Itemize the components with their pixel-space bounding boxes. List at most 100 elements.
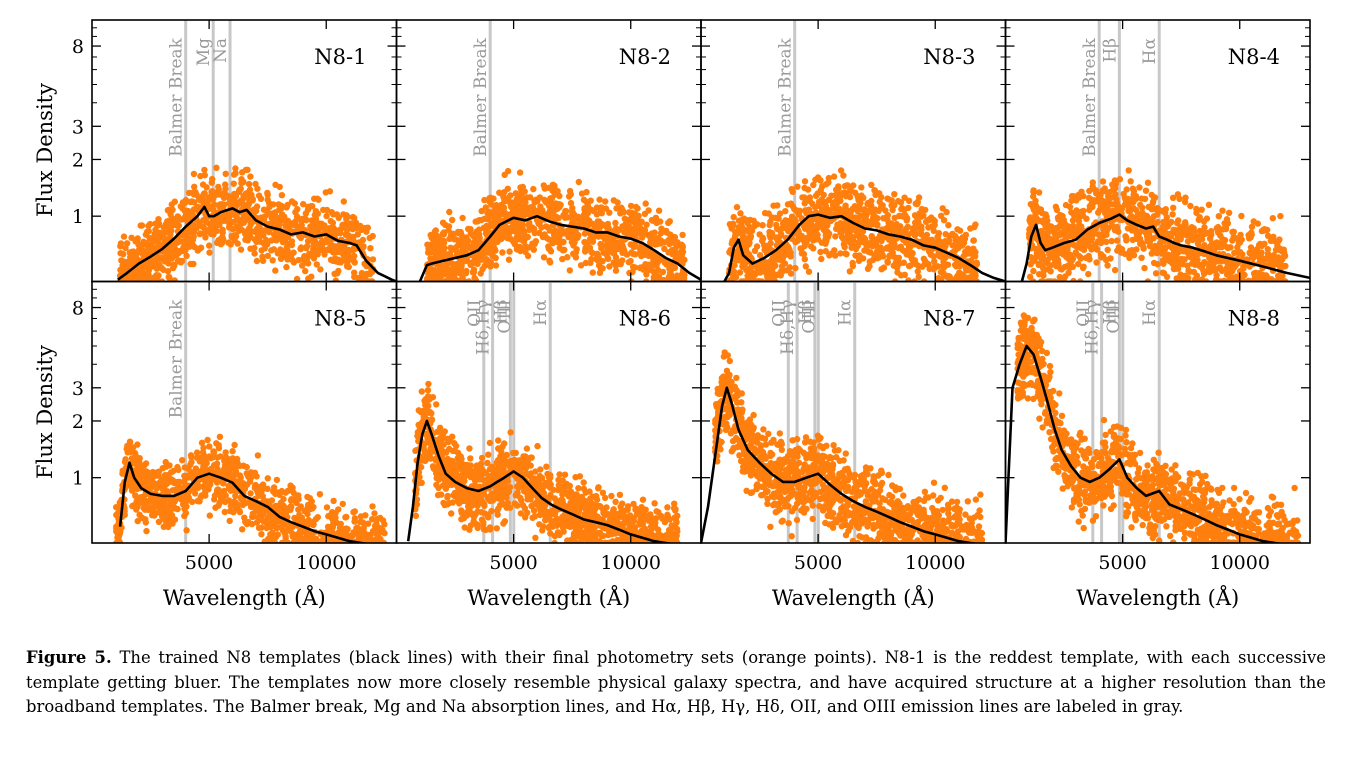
photometry-point — [1198, 236, 1206, 243]
photometry-point — [840, 172, 847, 179]
photometry-point — [294, 206, 301, 213]
photometry-point — [1053, 262, 1060, 270]
photometry-point — [960, 253, 967, 260]
photometry-point — [134, 441, 141, 448]
photometry-point — [931, 258, 938, 265]
photometry-point — [645, 207, 652, 214]
photometry-point — [968, 250, 975, 257]
photometry-point — [1055, 248, 1062, 255]
photometry-point — [575, 178, 582, 186]
photometry-point — [822, 206, 829, 214]
photometry-point — [1053, 206, 1061, 214]
photometry-point — [1052, 230, 1059, 237]
photometry-point — [1238, 212, 1245, 220]
spectral-line-label: Mg — [194, 38, 214, 66]
photometry-point — [839, 189, 846, 197]
photometry-point — [310, 239, 317, 246]
panel-n8-4: Balmer Break Hβ Hα N8-4 — [1004, 19, 1311, 283]
photometry-point — [488, 201, 495, 208]
photometry-point — [247, 245, 254, 252]
photometry-point — [677, 248, 685, 255]
photometry-point — [811, 203, 819, 211]
photometry-point — [1136, 184, 1143, 191]
photometry-point — [209, 203, 216, 210]
photometry-point — [559, 255, 566, 263]
photometry-point — [279, 236, 286, 243]
photometry-point — [1030, 187, 1037, 194]
photometry-point — [780, 219, 787, 226]
photometry-point — [189, 236, 196, 244]
photometry-point — [1195, 216, 1203, 223]
photometry-point — [1219, 207, 1226, 214]
photometry-point — [295, 256, 302, 264]
photometry-point — [584, 209, 592, 216]
photometry-point — [504, 167, 512, 175]
photometry-point — [1176, 195, 1183, 203]
photometry-point — [855, 257, 863, 265]
photometry-point — [1039, 210, 1046, 217]
photometry-point — [759, 263, 766, 270]
photometry-point — [776, 210, 784, 217]
photometry-point — [595, 254, 602, 261]
photometry-point — [1102, 209, 1109, 217]
photometry-point — [1027, 273, 1034, 280]
photometry-point — [155, 220, 163, 227]
photometry-point — [1080, 263, 1087, 270]
photometry-point — [1111, 227, 1119, 234]
photometry-point — [841, 243, 848, 251]
photometry-point — [643, 221, 650, 228]
photometry-point — [191, 243, 198, 251]
photometry-point — [928, 236, 936, 243]
photometry-point — [737, 210, 744, 217]
photometry-point — [138, 222, 146, 229]
photometry-point — [153, 235, 160, 242]
panel-n8-2: Balmer Break N8-2 — [395, 19, 702, 283]
photometry-point — [522, 207, 529, 214]
photometry-point — [635, 212, 642, 219]
spectral-line-label: Hα — [1140, 37, 1160, 64]
photometry-point — [1245, 232, 1252, 239]
photometry-point — [145, 267, 152, 274]
photometry-point — [942, 231, 949, 238]
photometry-point — [257, 195, 265, 202]
photometry-point — [270, 246, 278, 253]
photometry-point — [1258, 254, 1265, 261]
photometry-point — [530, 246, 537, 253]
photometry-point — [209, 188, 216, 195]
photometry-point — [499, 249, 506, 256]
photometry-point — [329, 219, 337, 227]
photometry-point — [629, 263, 637, 271]
photometry-point — [648, 216, 656, 224]
photometry-point — [571, 239, 578, 246]
photometry-point — [657, 218, 664, 225]
photometry-point — [604, 254, 611, 261]
template-line — [723, 213, 1006, 282]
photometry-point — [666, 266, 673, 273]
photometry-point — [286, 251, 293, 258]
photometry-point — [742, 246, 750, 253]
photometry-point — [164, 268, 172, 275]
photometry-point — [1056, 223, 1063, 230]
photometry-point — [1063, 249, 1070, 256]
photometry-point — [328, 209, 335, 216]
photometry-point — [201, 190, 208, 198]
photometry-point — [1158, 207, 1166, 215]
photometry-point — [1088, 196, 1095, 203]
photometry-point — [254, 452, 262, 459]
photometry-point — [570, 250, 577, 257]
photometry-point — [356, 239, 363, 246]
photometry-point — [1118, 205, 1126, 212]
photometry-point — [1104, 262, 1111, 269]
photometry-point — [531, 229, 538, 237]
photometry-point — [146, 234, 153, 242]
photometry-point — [901, 194, 908, 201]
photometry-point — [509, 211, 517, 218]
photometry-point — [1103, 238, 1110, 245]
photometry-point — [522, 234, 530, 241]
photometry-point — [273, 476, 281, 484]
photometry-point — [358, 269, 366, 277]
photometry-point — [898, 204, 906, 212]
photometry-point — [444, 260, 451, 268]
photometry-point — [238, 180, 245, 187]
